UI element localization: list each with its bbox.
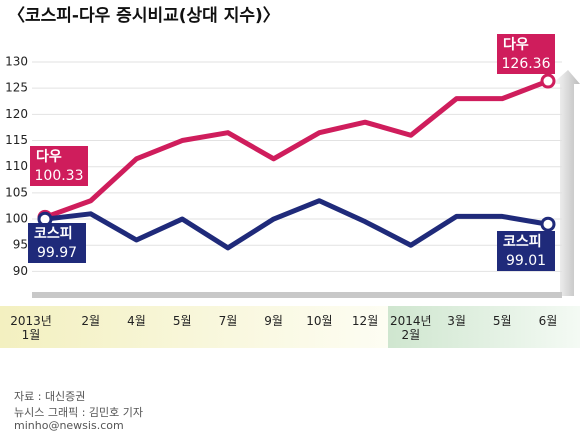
series-name: 다우	[503, 37, 529, 53]
x-tick-label: 9월	[264, 314, 283, 328]
x-tick-label: 10월	[306, 314, 333, 328]
y-tick-label: 90	[13, 264, 28, 278]
value-label: 99.01	[506, 253, 546, 269]
series-name: 다우	[36, 149, 62, 165]
x-tick-label: 7월	[218, 314, 238, 328]
series-line	[44, 78, 549, 220]
y-tick-label: 95	[13, 238, 28, 252]
x-tick-label: 5월	[492, 314, 512, 328]
x-tick-label: 2014년 2월	[390, 314, 432, 342]
x-tick-label: 4월	[127, 314, 146, 328]
band-2014	[388, 306, 580, 348]
y-tick-label: 130	[5, 54, 28, 68]
x-tick-label: 2월	[81, 314, 101, 328]
y-tick-label: 110	[5, 159, 28, 173]
x-tick-label: 5월	[172, 314, 192, 328]
label-box	[30, 146, 88, 186]
chart-title: 〈코스피-다우 증시비교(상대 지수)〉	[8, 5, 280, 26]
source: 자료 : 대신증권	[14, 390, 86, 403]
value-label: 100.33	[35, 168, 84, 184]
x-tick-label: 3월	[447, 314, 466, 328]
x-tick-label: 12월	[351, 314, 379, 328]
y-tick-label: 125	[5, 81, 28, 95]
series-line	[44, 198, 549, 251]
series-name: 코스피	[503, 234, 542, 250]
email: minho@newsis.com	[14, 419, 124, 432]
label-box	[497, 34, 555, 74]
series-name: 코스피	[34, 226, 73, 242]
end-marker	[540, 73, 556, 89]
credit: 뉴시스 그래픽 : 김민호 기자	[14, 406, 144, 419]
x-axis	[32, 292, 562, 298]
end-marker	[540, 216, 556, 232]
y-tick-label: 105	[5, 185, 28, 199]
label-box	[497, 231, 555, 271]
arrow	[552, 70, 580, 296]
label-box	[28, 223, 86, 263]
x-tick-label: 2013년 1월	[10, 314, 52, 342]
y-tick-label: 120	[5, 107, 28, 121]
x-tick-label: 6월	[538, 314, 558, 328]
y-tick-label: 115	[5, 133, 28, 147]
y-tick-label: 100	[5, 212, 28, 226]
value-label: 99.97	[37, 245, 77, 261]
value-label: 126.36	[502, 56, 551, 72]
band-2013	[0, 306, 388, 348]
